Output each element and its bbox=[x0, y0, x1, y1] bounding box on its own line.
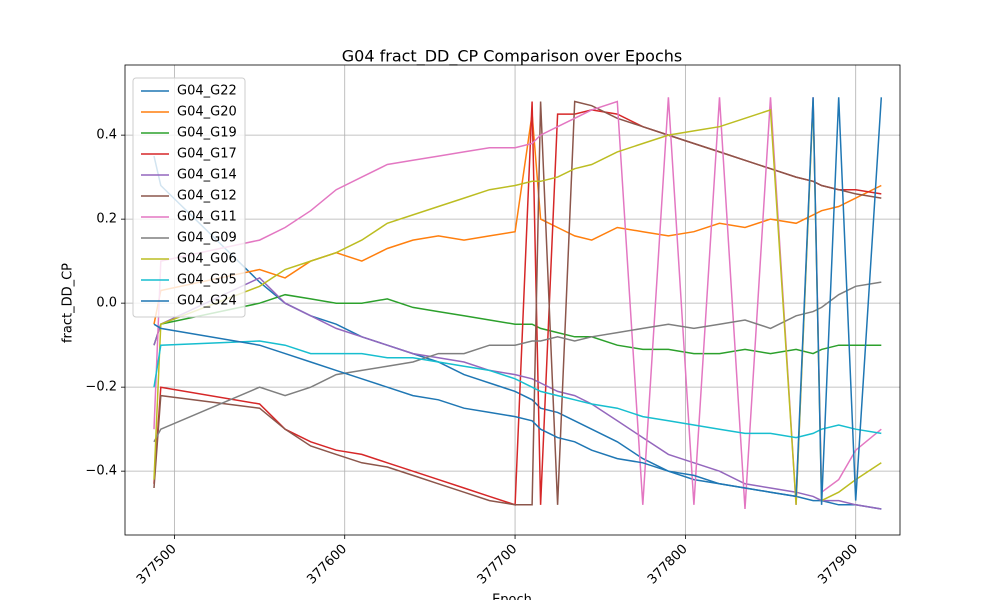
x-axis-label: Epoch bbox=[492, 593, 532, 600]
y-tick-label: −0.4 bbox=[85, 464, 117, 479]
legend-label: G04_G19 bbox=[177, 126, 237, 141]
legend-label: G04_G11 bbox=[177, 210, 237, 225]
series-line bbox=[153, 281, 882, 443]
legend-label: G04_G20 bbox=[177, 105, 237, 120]
legend-label: G04_G05 bbox=[177, 273, 237, 288]
legend: G04_G22 G04_G20 G04_G19 G04_G17 G04_G14 G04_G… bbox=[132, 77, 246, 318]
chart-title: G04 fract_DD_CP Comparison over Epochs bbox=[342, 47, 682, 67]
legend-label: G04_G12 bbox=[177, 189, 237, 204]
series-line bbox=[153, 97, 883, 505]
series-line bbox=[153, 101, 882, 505]
series-line bbox=[153, 293, 882, 355]
series-line bbox=[153, 100, 882, 506]
plot-frame bbox=[124, 64, 901, 536]
legend-label: G04_G09 bbox=[177, 231, 237, 246]
legend-label: G04_G17 bbox=[177, 147, 237, 162]
x-tick-label: 377800 bbox=[645, 542, 691, 588]
legend-label: G04_G14 bbox=[177, 168, 237, 183]
y-tick-label: 0.4 bbox=[96, 128, 117, 143]
x-tick-label: 377600 bbox=[304, 542, 350, 588]
y-tick-label: 0.0 bbox=[96, 296, 117, 311]
legend-box bbox=[132, 77, 246, 318]
x-tick-label: 377700 bbox=[475, 542, 521, 588]
series-line bbox=[153, 340, 882, 439]
legend-label: G04_G06 bbox=[177, 252, 237, 267]
y-tick-label: −0.2 bbox=[85, 380, 117, 395]
y-tick-label: 0.2 bbox=[96, 212, 117, 227]
x-tick-label: 377500 bbox=[134, 542, 180, 588]
legend-label: G04_G22 bbox=[177, 84, 237, 99]
y-axis-label: fract_DD_CP bbox=[61, 263, 76, 343]
x-tick-label: 377900 bbox=[815, 542, 861, 588]
legend-label: G04_G24 bbox=[177, 294, 237, 309]
